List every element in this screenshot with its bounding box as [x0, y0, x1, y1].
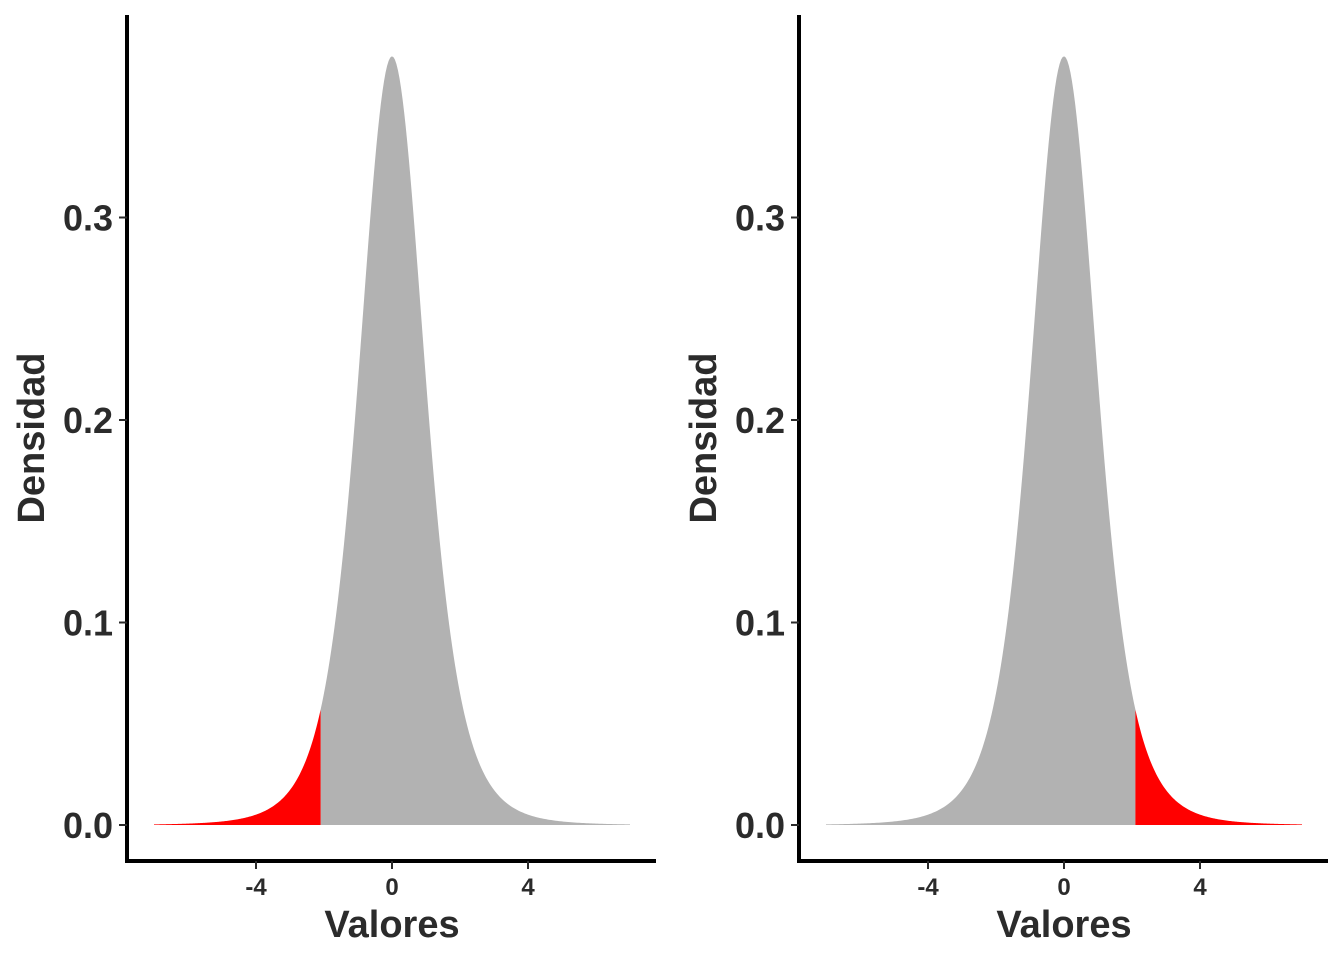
y-tick-label: 0.1 [63, 603, 113, 644]
right-density-body-area [826, 56, 1136, 825]
left-x-ticks: -4 0 4 [245, 861, 535, 901]
y-tick-label: 0.0 [63, 805, 113, 846]
right-x-axis-title: Valores [996, 904, 1131, 946]
right-x-ticks: -4 0 4 [917, 861, 1207, 901]
y-tick-label: 0.2 [63, 400, 113, 441]
left-density-body-area [320, 56, 630, 825]
y-tick-label: 0.3 [735, 198, 785, 239]
y-tick-label: 0.3 [63, 198, 113, 239]
x-tick-label: 4 [1193, 874, 1207, 901]
right-rejection-tail-area [1135, 709, 1302, 825]
left-y-axis-title: Densidad [11, 352, 53, 523]
left-rejection-tail-area [154, 709, 321, 825]
left-panel: 0.0 0.1 0.2 0.3 -4 0 4 Valores Densidad [11, 15, 656, 946]
left-y-ticks: 0.0 0.1 0.2 0.3 [63, 198, 127, 846]
x-tick-label: -4 [245, 874, 267, 901]
y-tick-label: 0.0 [735, 805, 785, 846]
right-y-ticks: 0.0 0.1 0.2 0.3 [735, 198, 799, 846]
right-panel: 0.0 0.1 0.2 0.3 -4 0 4 Valores Densidad [683, 15, 1328, 946]
x-tick-label: 0 [1057, 874, 1070, 901]
left-x-axis-title: Valores [324, 904, 459, 946]
y-tick-label: 0.2 [735, 400, 785, 441]
y-tick-label: 0.1 [735, 603, 785, 644]
x-tick-label: 4 [521, 874, 535, 901]
x-tick-label: -4 [917, 874, 939, 901]
right-y-axis-title: Densidad [683, 352, 725, 523]
x-tick-label: 0 [385, 874, 398, 901]
